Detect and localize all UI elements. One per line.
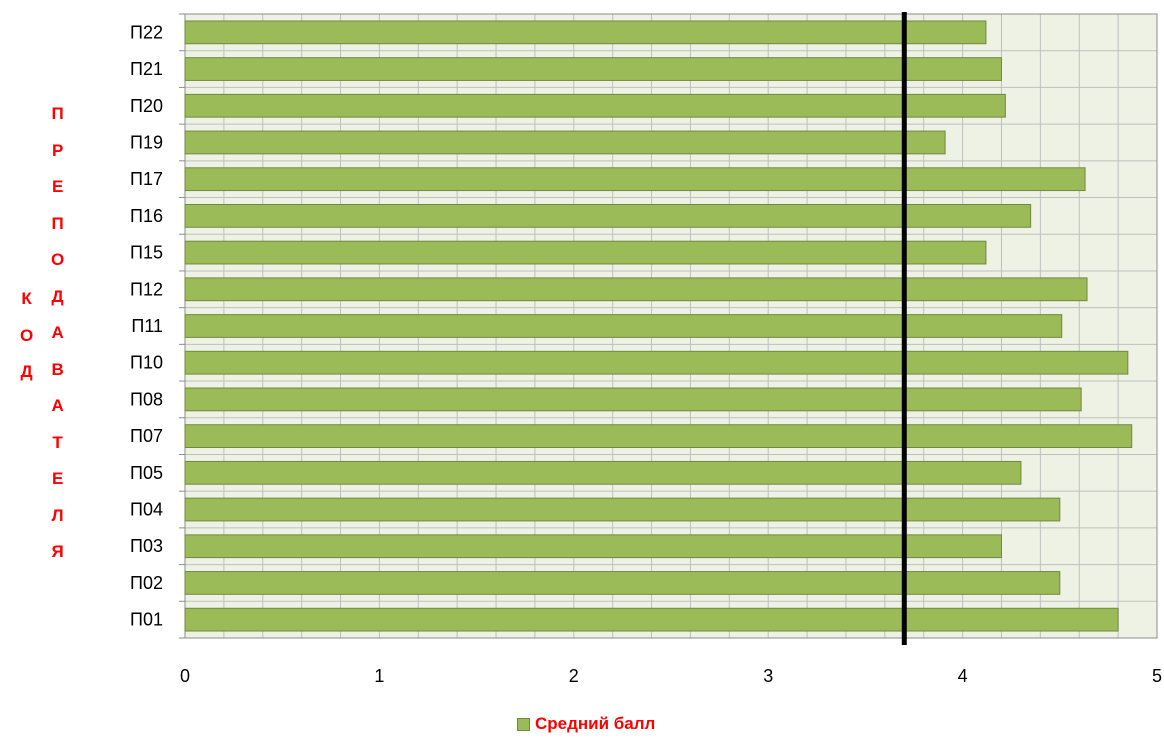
bar: [184, 277, 1088, 302]
category-label: П19: [130, 132, 163, 152]
category-label: П16: [130, 206, 163, 226]
axis-label-letter: А: [51, 396, 64, 415]
axis-label-letter: О: [51, 250, 65, 269]
bar: [184, 240, 987, 265]
category-label: П05: [130, 463, 163, 483]
bar: [184, 571, 1061, 595]
axis-label-letter: К: [21, 289, 32, 308]
axis-label-letter: В: [51, 359, 64, 379]
legend: Средний балл: [517, 714, 655, 734]
bar: [184, 497, 1061, 522]
x-tick-label: 1: [374, 666, 384, 686]
axis-label-letter: Е: [51, 177, 64, 196]
bar: [184, 204, 1032, 228]
bar: [184, 93, 1006, 118]
axis-label-letter: А: [51, 323, 64, 342]
category-label: П12: [130, 279, 163, 299]
axis-label-letter: Д: [20, 362, 33, 381]
category-label: П02: [130, 573, 163, 593]
x-tick-label: 3: [763, 666, 773, 686]
bar: [184, 424, 1133, 448]
bar: [184, 314, 1063, 338]
axis-label-letter: П: [51, 213, 64, 233]
category-label: П07: [130, 426, 163, 446]
legend-swatch: [517, 717, 530, 731]
category-label: П17: [130, 169, 163, 189]
category-label: П22: [130, 22, 163, 42]
axis-label-letter: Я: [51, 542, 64, 561]
x-tick-label: 5: [1152, 666, 1162, 686]
x-tick-label: 0: [180, 666, 190, 686]
legend-label: Средний балл: [535, 714, 656, 733]
category-label: П21: [130, 59, 163, 79]
x-tick-label: 4: [958, 666, 968, 686]
bar: [184, 350, 1129, 375]
category-label: П08: [130, 389, 163, 409]
bar: [184, 167, 1086, 192]
category-label: П04: [130, 500, 163, 520]
category-label: П20: [130, 96, 163, 116]
axis-label-letter: Л: [51, 505, 64, 525]
axis-label-letter: О: [20, 325, 34, 345]
x-tick-label: 2: [569, 666, 579, 686]
bar: [184, 20, 987, 45]
axis-label-letter: Т: [52, 432, 63, 452]
axis-label-letter: Е: [51, 469, 64, 488]
bar: [184, 387, 1082, 412]
category-label: П15: [130, 243, 163, 263]
category-label: П03: [130, 536, 163, 556]
bar: [184, 57, 1002, 81]
bar: [184, 130, 946, 155]
axis-label-letter: Р: [51, 140, 64, 160]
category-label: П10: [130, 353, 163, 373]
bar: [184, 534, 1002, 559]
category-label: П11: [131, 316, 163, 336]
axis-label-letter: Д: [51, 286, 64, 306]
bar: [184, 607, 1119, 632]
bar: [184, 460, 1022, 485]
axis-label-letter: П: [51, 104, 64, 123]
category-label: П01: [130, 610, 163, 630]
